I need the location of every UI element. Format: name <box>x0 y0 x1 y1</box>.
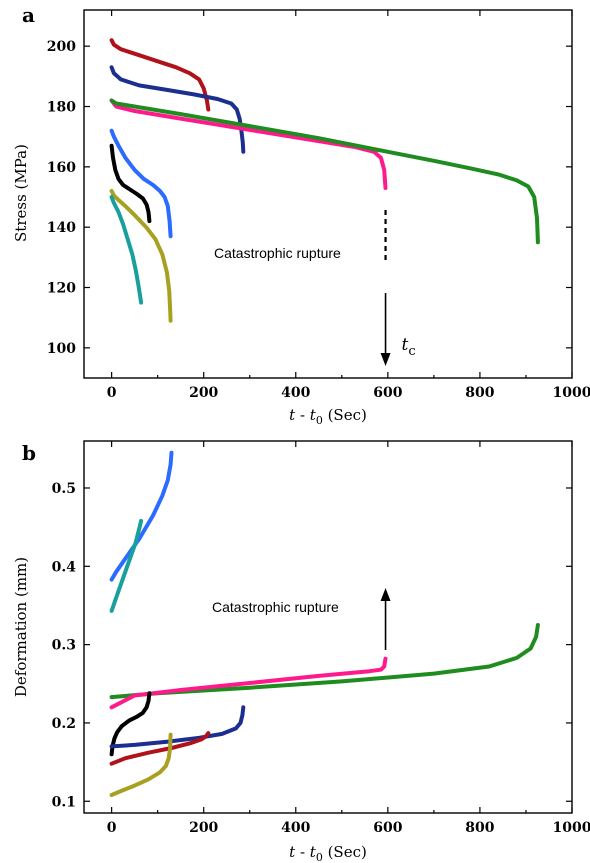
y-tick-label: 0.3 <box>52 638 76 654</box>
x-tick-label: 600 <box>373 385 402 401</box>
x-tick-label: 800 <box>465 820 494 836</box>
series-line-3 <box>109 98 388 190</box>
y-tick-label: 100 <box>47 341 76 357</box>
x-tick-label: 200 <box>189 385 218 401</box>
y-tick-label: 160 <box>47 160 76 176</box>
series-line-8 <box>109 195 144 305</box>
series-line-5 <box>109 128 173 239</box>
x-tick-label: 200 <box>189 820 218 836</box>
y-tick-label: 0.1 <box>52 794 76 810</box>
series-line-1 <box>109 450 174 582</box>
series-line-7 <box>109 189 173 323</box>
tc-label: tc <box>402 335 416 359</box>
panel-letter: a <box>22 3 35 27</box>
y-tick-label: 120 <box>47 281 76 297</box>
x-axis-label: t - t0 (Sec) <box>289 843 367 863</box>
series-line-2 <box>109 518 144 613</box>
panel-b-deformation-chart: b 0 200 400 600 800 1000 0.1 0.2 0.3 0.4 0.5 Deforma… <box>12 440 590 863</box>
y-tick-label: 0.4 <box>52 559 77 575</box>
x-tick-label: 0 <box>107 385 117 401</box>
annotation-catastrophic-rupture: Catastrophic rupture <box>212 599 339 615</box>
plot-frame <box>83 9 573 379</box>
series-line-4 <box>109 98 540 245</box>
x-axis-label: t - t0 (Sec) <box>289 406 367 427</box>
y-tick-label: 0.5 <box>52 481 76 497</box>
series-line-6 <box>109 705 246 749</box>
x-tick-label: 400 <box>281 385 310 401</box>
plot-frame <box>83 440 573 814</box>
y-axis-label: Stress (MPa) <box>12 144 30 242</box>
series-line-5 <box>109 691 152 757</box>
y-tick-label: 180 <box>47 100 76 116</box>
series-line-1 <box>109 38 211 112</box>
down-arrow-icon <box>380 353 391 366</box>
panel-a-stress-chart: a 0 200 400 600 800 1000 100 120 140 160 180 200 Stre… <box>12 3 590 427</box>
series-line-6 <box>109 143 152 224</box>
x-tick-label: 600 <box>373 820 402 836</box>
x-tick-label: 0 <box>107 820 117 836</box>
y-tick-label: 140 <box>47 220 76 236</box>
x-tick-label: 800 <box>465 385 494 401</box>
up-arrow-icon <box>380 588 391 601</box>
x-tick-label: 1000 <box>553 385 590 401</box>
x-tick-label: 400 <box>281 820 310 836</box>
series-line-8 <box>109 732 173 797</box>
series-line-7 <box>109 731 211 766</box>
series-line-3 <box>109 623 540 700</box>
x-tick-label: 1000 <box>553 820 590 836</box>
panel-letter: b <box>22 441 36 465</box>
series-line-2 <box>109 65 246 154</box>
annotation-catastrophic-rupture: Catastrophic rupture <box>214 245 341 261</box>
y-axis-label: Deformation (mm) <box>12 557 30 697</box>
y-tick-label: 200 <box>47 39 76 55</box>
y-tick-label: 0.2 <box>52 716 76 732</box>
